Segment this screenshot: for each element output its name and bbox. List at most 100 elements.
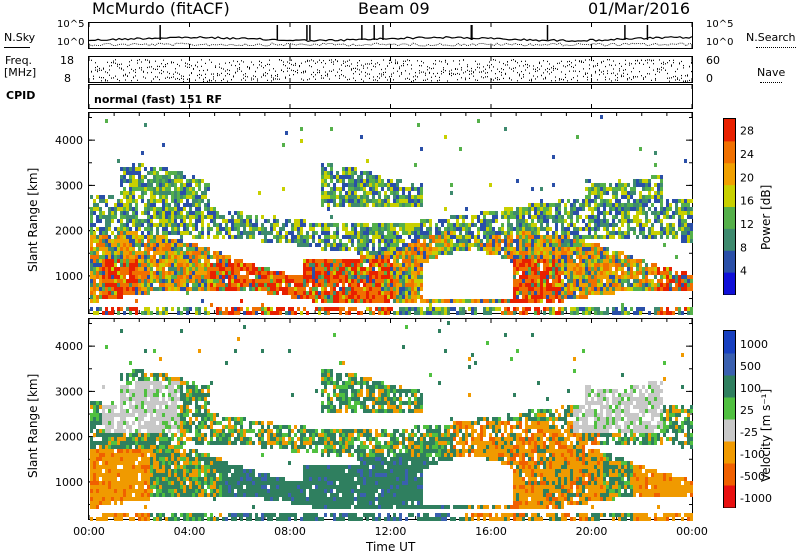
power-cell	[348, 271, 351, 275]
freq-dot	[449, 72, 450, 75]
power-cell	[477, 243, 480, 247]
power-cell	[147, 215, 150, 219]
power-cell	[396, 235, 399, 239]
power-cell	[135, 259, 138, 263]
power-cell	[270, 227, 273, 231]
power-cell	[420, 247, 423, 251]
power-cell	[135, 231, 138, 235]
power-cell	[405, 243, 408, 247]
power-cell	[144, 311, 147, 315]
freq-dot	[359, 60, 360, 62]
power-cell	[102, 283, 105, 287]
power-cell	[618, 251, 621, 255]
freq-dot	[473, 75, 474, 77]
power-cell	[204, 247, 207, 251]
power-cell	[150, 255, 153, 259]
power-cell	[513, 279, 516, 283]
power-cell	[438, 299, 441, 303]
power-cell	[633, 191, 636, 195]
power-cell	[432, 311, 435, 315]
power-cell	[570, 263, 573, 267]
power-cell	[288, 311, 291, 315]
power-cell	[378, 291, 381, 295]
power-cell	[426, 231, 429, 235]
power-cell	[522, 267, 525, 271]
power-cell	[567, 231, 570, 235]
power-cell	[624, 219, 627, 223]
power-cell	[93, 231, 96, 235]
power-cell	[570, 295, 573, 299]
power-cell	[138, 243, 141, 247]
freq-dot	[215, 65, 216, 67]
power-cell	[123, 275, 126, 279]
power-cell	[99, 291, 102, 295]
power-cell	[606, 219, 609, 223]
freq-dot	[425, 72, 426, 74]
power-cell	[396, 291, 399, 295]
power-cell	[174, 255, 177, 259]
power-cell	[534, 215, 537, 219]
power-cell	[531, 295, 534, 299]
freq-dot	[513, 67, 514, 69]
freq-dot	[539, 62, 540, 65]
freq-dot	[535, 68, 536, 70]
power-cell	[387, 299, 390, 303]
power-cell	[201, 199, 204, 203]
power-cell	[135, 219, 138, 223]
power-cell	[201, 215, 204, 219]
power-cell	[357, 187, 360, 191]
power-cell	[432, 235, 435, 239]
nsearch-trace	[88, 42, 693, 47]
power-cell	[573, 207, 576, 211]
power-cell	[231, 267, 234, 271]
power-cell	[507, 207, 510, 211]
power-cell	[312, 231, 315, 235]
power-cell	[150, 223, 153, 227]
power-cell	[639, 263, 642, 267]
power-cell	[219, 259, 222, 263]
power-cell	[372, 231, 375, 235]
power-cell	[558, 287, 561, 291]
power-cell	[120, 283, 123, 287]
freq-dot	[463, 72, 464, 74]
freq-dot	[475, 79, 476, 81]
power-cell	[495, 235, 498, 239]
freq-dot	[141, 69, 142, 71]
freq-dot	[319, 70, 320, 72]
power-cell	[330, 279, 333, 283]
power-cell	[132, 307, 135, 311]
power-cell	[312, 291, 315, 295]
freq-dot	[513, 70, 514, 72]
power-cell	[528, 283, 531, 287]
power-cell	[153, 191, 156, 195]
power-cell	[147, 287, 150, 291]
power-cell	[630, 275, 633, 279]
freq-dot	[125, 73, 126, 75]
power-cell	[348, 259, 351, 263]
power-cell	[219, 251, 222, 255]
freq-dot	[563, 65, 564, 67]
power-cell	[540, 295, 543, 299]
power-cell	[96, 203, 99, 207]
power-cell	[558, 295, 561, 299]
xtick-label: 00:00	[73, 525, 105, 538]
power-cell	[624, 307, 627, 311]
power-cell	[387, 223, 390, 227]
power-cell	[246, 307, 249, 311]
power-cell	[303, 239, 306, 243]
power-cell	[462, 307, 465, 311]
freq-dot	[455, 67, 456, 70]
freq-dot	[313, 71, 314, 74]
power-cell	[444, 227, 447, 231]
power-cell	[507, 239, 510, 243]
power-cell	[198, 251, 201, 255]
power-cell	[588, 191, 591, 195]
power-cell	[129, 219, 132, 223]
power-cell	[180, 207, 183, 211]
power-cell	[135, 287, 138, 291]
power-cell	[213, 235, 216, 239]
power-cell	[189, 191, 192, 195]
power-cell	[636, 215, 639, 219]
power-cell	[486, 307, 489, 311]
power-cell	[270, 271, 273, 275]
